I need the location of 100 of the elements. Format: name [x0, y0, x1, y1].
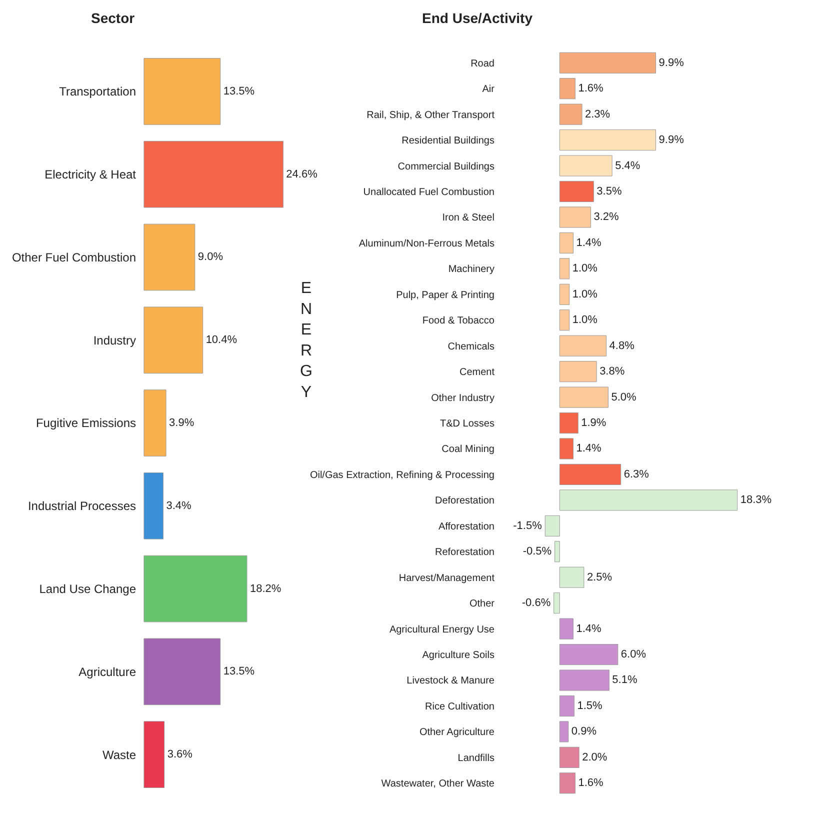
y-tick-label: Machinery — [448, 264, 494, 276]
bar — [544, 515, 560, 536]
y-tick-label: Landfills — [458, 752, 494, 764]
bar — [559, 232, 574, 254]
data-label: 24.6% — [286, 168, 318, 180]
data-label: 10.4% — [206, 334, 238, 346]
bar — [559, 335, 607, 356]
data-label: 4.8% — [609, 340, 635, 352]
y-tick-label: Residential Buildings — [402, 136, 494, 147]
y-tick-label: Commercial Buildings — [398, 161, 494, 172]
y-tick-label: Livestock & Manure — [406, 676, 495, 687]
y-tick-label: Coal Mining — [442, 444, 494, 456]
data-label: -1.5% — [513, 520, 542, 532]
data-label: 0.9% — [571, 726, 597, 738]
bar — [559, 618, 574, 640]
bar — [559, 746, 580, 768]
y-tick-label: Agriculture — [78, 664, 136, 679]
y-tick-label: Other Industry — [431, 392, 494, 404]
data-label: 3.8% — [600, 366, 625, 378]
data-label: 6.0% — [620, 648, 646, 661]
data-label: 9.0% — [198, 251, 224, 264]
data-label: 2.0% — [582, 751, 608, 764]
bar — [144, 638, 221, 706]
data-label: 9.9% — [658, 134, 684, 146]
y-tick-label: Cement — [459, 367, 495, 378]
bar — [144, 306, 204, 374]
y-tick-label: Industrial Processes — [28, 499, 136, 514]
bar — [144, 58, 221, 125]
bar — [559, 104, 582, 125]
bar — [559, 180, 594, 202]
bar — [144, 472, 164, 540]
y-tick-label: Aluminum/Non-Ferrous Metals — [358, 238, 494, 250]
data-label: 2.3% — [584, 108, 610, 120]
text: ENERGY — [300, 280, 312, 401]
chart-title: Sector — [91, 10, 136, 26]
bar — [559, 412, 578, 434]
data-label: 5.0% — [611, 391, 636, 404]
bar — [144, 390, 166, 456]
bar — [559, 670, 610, 691]
data-label: 5.4% — [615, 160, 640, 172]
y-tick-label: Unallocated Fuel Combustion — [363, 186, 494, 198]
bar — [559, 464, 622, 485]
data-label: 5.1% — [612, 674, 638, 686]
data-label: 3.9% — [169, 417, 194, 429]
bar — [559, 438, 574, 460]
y-tick-label: Rice Cultivation — [425, 701, 494, 712]
y-tick-label: Other — [469, 598, 496, 610]
bar — [559, 155, 612, 176]
data-label: 1.0% — [572, 288, 598, 300]
y-tick-label: Electricity & Heat — [44, 168, 137, 182]
y-tick-label: Oil/Gas Extraction, Refining & Processing — [310, 470, 494, 481]
bar — [144, 555, 248, 622]
bar — [559, 386, 608, 408]
y-tick-label: Agriculture Soils — [422, 650, 494, 662]
y-tick-label: Other Fuel Combustion — [12, 250, 136, 264]
data-label: 3.2% — [594, 211, 620, 224]
bar — [554, 592, 560, 614]
bar — [559, 644, 618, 666]
bar — [559, 566, 584, 588]
bar — [559, 490, 738, 511]
y-tick-label: Transportation — [59, 84, 136, 99]
data-label: 1.6% — [578, 82, 604, 95]
data-label: -0.6% — [522, 597, 551, 610]
y-tick-label: Pulp, Paper & Printing — [396, 290, 494, 301]
data-label: 1.4% — [576, 442, 602, 455]
data-label: 13.5% — [223, 666, 255, 678]
y-tick-label: Agricultural Energy Use — [389, 624, 495, 636]
bar — [559, 772, 576, 794]
bar — [144, 224, 196, 291]
bar — [559, 695, 574, 717]
data-label: 18.3% — [740, 494, 772, 506]
data-label: 1.9% — [581, 417, 606, 429]
data-label: 3.4% — [166, 500, 192, 512]
data-label: 13.5% — [223, 85, 255, 98]
data-label: 1.0% — [572, 262, 598, 275]
data-label: 2.5% — [586, 571, 612, 584]
y-tick-label: Land Use Change — [39, 582, 136, 596]
bar — [559, 129, 656, 151]
data-label: 1.4% — [576, 622, 602, 635]
data-label: 3.5% — [596, 185, 622, 198]
bar — [559, 78, 576, 100]
data-label: 1.5% — [577, 700, 603, 712]
data-label: 9.9% — [658, 56, 684, 69]
y-tick-label: Iron & Steel — [442, 212, 494, 224]
y-tick-label: Air — [482, 84, 496, 96]
chart-title: End Use/Activity — [422, 10, 533, 26]
y-tick-label: T&D Losses — [440, 418, 494, 430]
y-tick-label: Deforestation — [435, 496, 494, 507]
bar — [559, 721, 569, 742]
y-tick-label: Afforestation — [438, 521, 494, 532]
y-tick-label: Road — [470, 58, 494, 70]
y-tick-label: Reforestation — [435, 547, 494, 558]
bar — [554, 541, 560, 562]
bar — [559, 361, 597, 382]
bar — [559, 310, 570, 331]
bar — [559, 284, 570, 305]
data-label: 3.6% — [167, 748, 193, 761]
bar — [144, 721, 165, 788]
y-tick-label: Harvest/Management — [398, 572, 495, 584]
bar — [559, 206, 591, 228]
